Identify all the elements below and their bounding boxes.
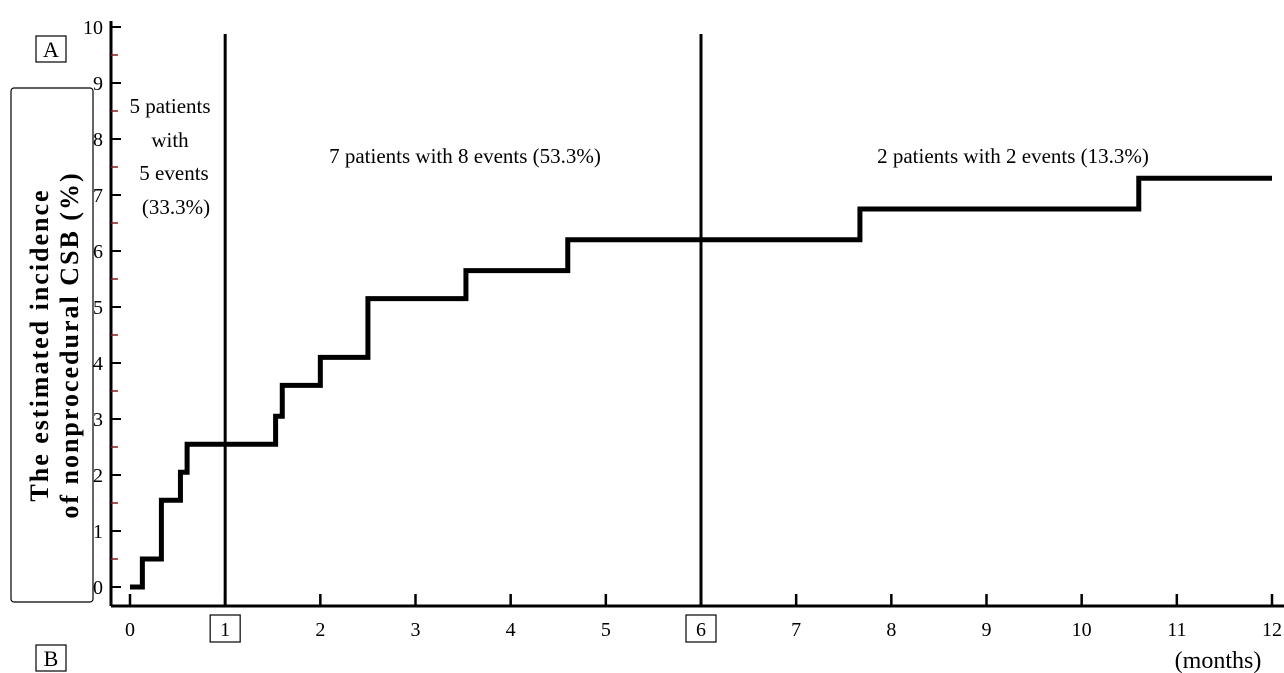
x-tick-box (685, 614, 717, 643)
y-axis-label-line-2: of nonprocedural CSB (%) (55, 171, 84, 518)
y-tick-label: 9 (93, 73, 103, 95)
x-tick-label: 2 (315, 619, 325, 641)
y-tick-label: 7 (93, 185, 103, 207)
annotation-left-line-3: 5 events (139, 161, 208, 185)
series (130, 175, 1272, 590)
annotation-left: 5 patients with 5 events (33.3%) (129, 94, 210, 219)
y-tick-label: 10 (83, 17, 103, 39)
y-tick-label: 3 (93, 409, 103, 431)
y-tick-label: 2 (93, 465, 103, 487)
x-axis-unit-label: (months) (1175, 648, 1262, 673)
x-ticks: 0 1 2 3 4 5 6 7 8 9 10 11 12 (125, 594, 1282, 643)
annotation-right: 2 patients with 2 events (13.3%) (877, 144, 1149, 168)
x-tick-label: 7 (791, 619, 801, 641)
y-ticks: 0 1 2 3 4 5 6 7 8 9 10 (83, 17, 121, 599)
annotation-left-line-2: with (151, 128, 189, 152)
y-axis-label-line-1: The estimated incidence (25, 188, 54, 501)
y-tick-label: 6 (93, 241, 103, 263)
annotation-left-line-1: 5 patients (129, 94, 210, 118)
x-tick-label: 8 (886, 619, 896, 641)
x-tick-label: 9 (982, 619, 992, 641)
panel-label-a-text: A (43, 37, 59, 62)
panel-label-b: B (35, 644, 67, 672)
y-axis-label: The estimated incidence of nonprocedural… (10, 87, 94, 603)
panel-label-a: A (35, 35, 67, 63)
annotation-middle: 7 patients with 8 events (53.3%) (329, 144, 601, 168)
x-tick-label: 3 (411, 619, 421, 641)
y-tick-label: 8 (93, 129, 103, 151)
x-tick-label: 6 (696, 619, 706, 641)
y-tick-label: 4 (93, 353, 103, 375)
x-tick-label: 11 (1167, 619, 1186, 641)
axes (109, 21, 1284, 608)
y-tick-label: 0 (93, 577, 103, 599)
x-tick-label: 0 (125, 619, 135, 641)
x-tick-label: 10 (1072, 619, 1092, 641)
x-tick-label: 1 (220, 619, 230, 641)
x-tick-label: 4 (506, 619, 516, 641)
annotation-left-line-4: (33.3%) (142, 195, 210, 219)
panel-label-b-text: B (44, 646, 59, 671)
x-tick-box (209, 614, 241, 643)
x-tick-label: 12 (1262, 619, 1282, 641)
cumulative-incidence-step-line (130, 175, 1272, 590)
reference-lines (223, 34, 703, 606)
y-tick-label: 1 (93, 521, 103, 543)
y-tick-label: 5 (93, 297, 103, 319)
x-tick-label: 5 (601, 619, 611, 641)
